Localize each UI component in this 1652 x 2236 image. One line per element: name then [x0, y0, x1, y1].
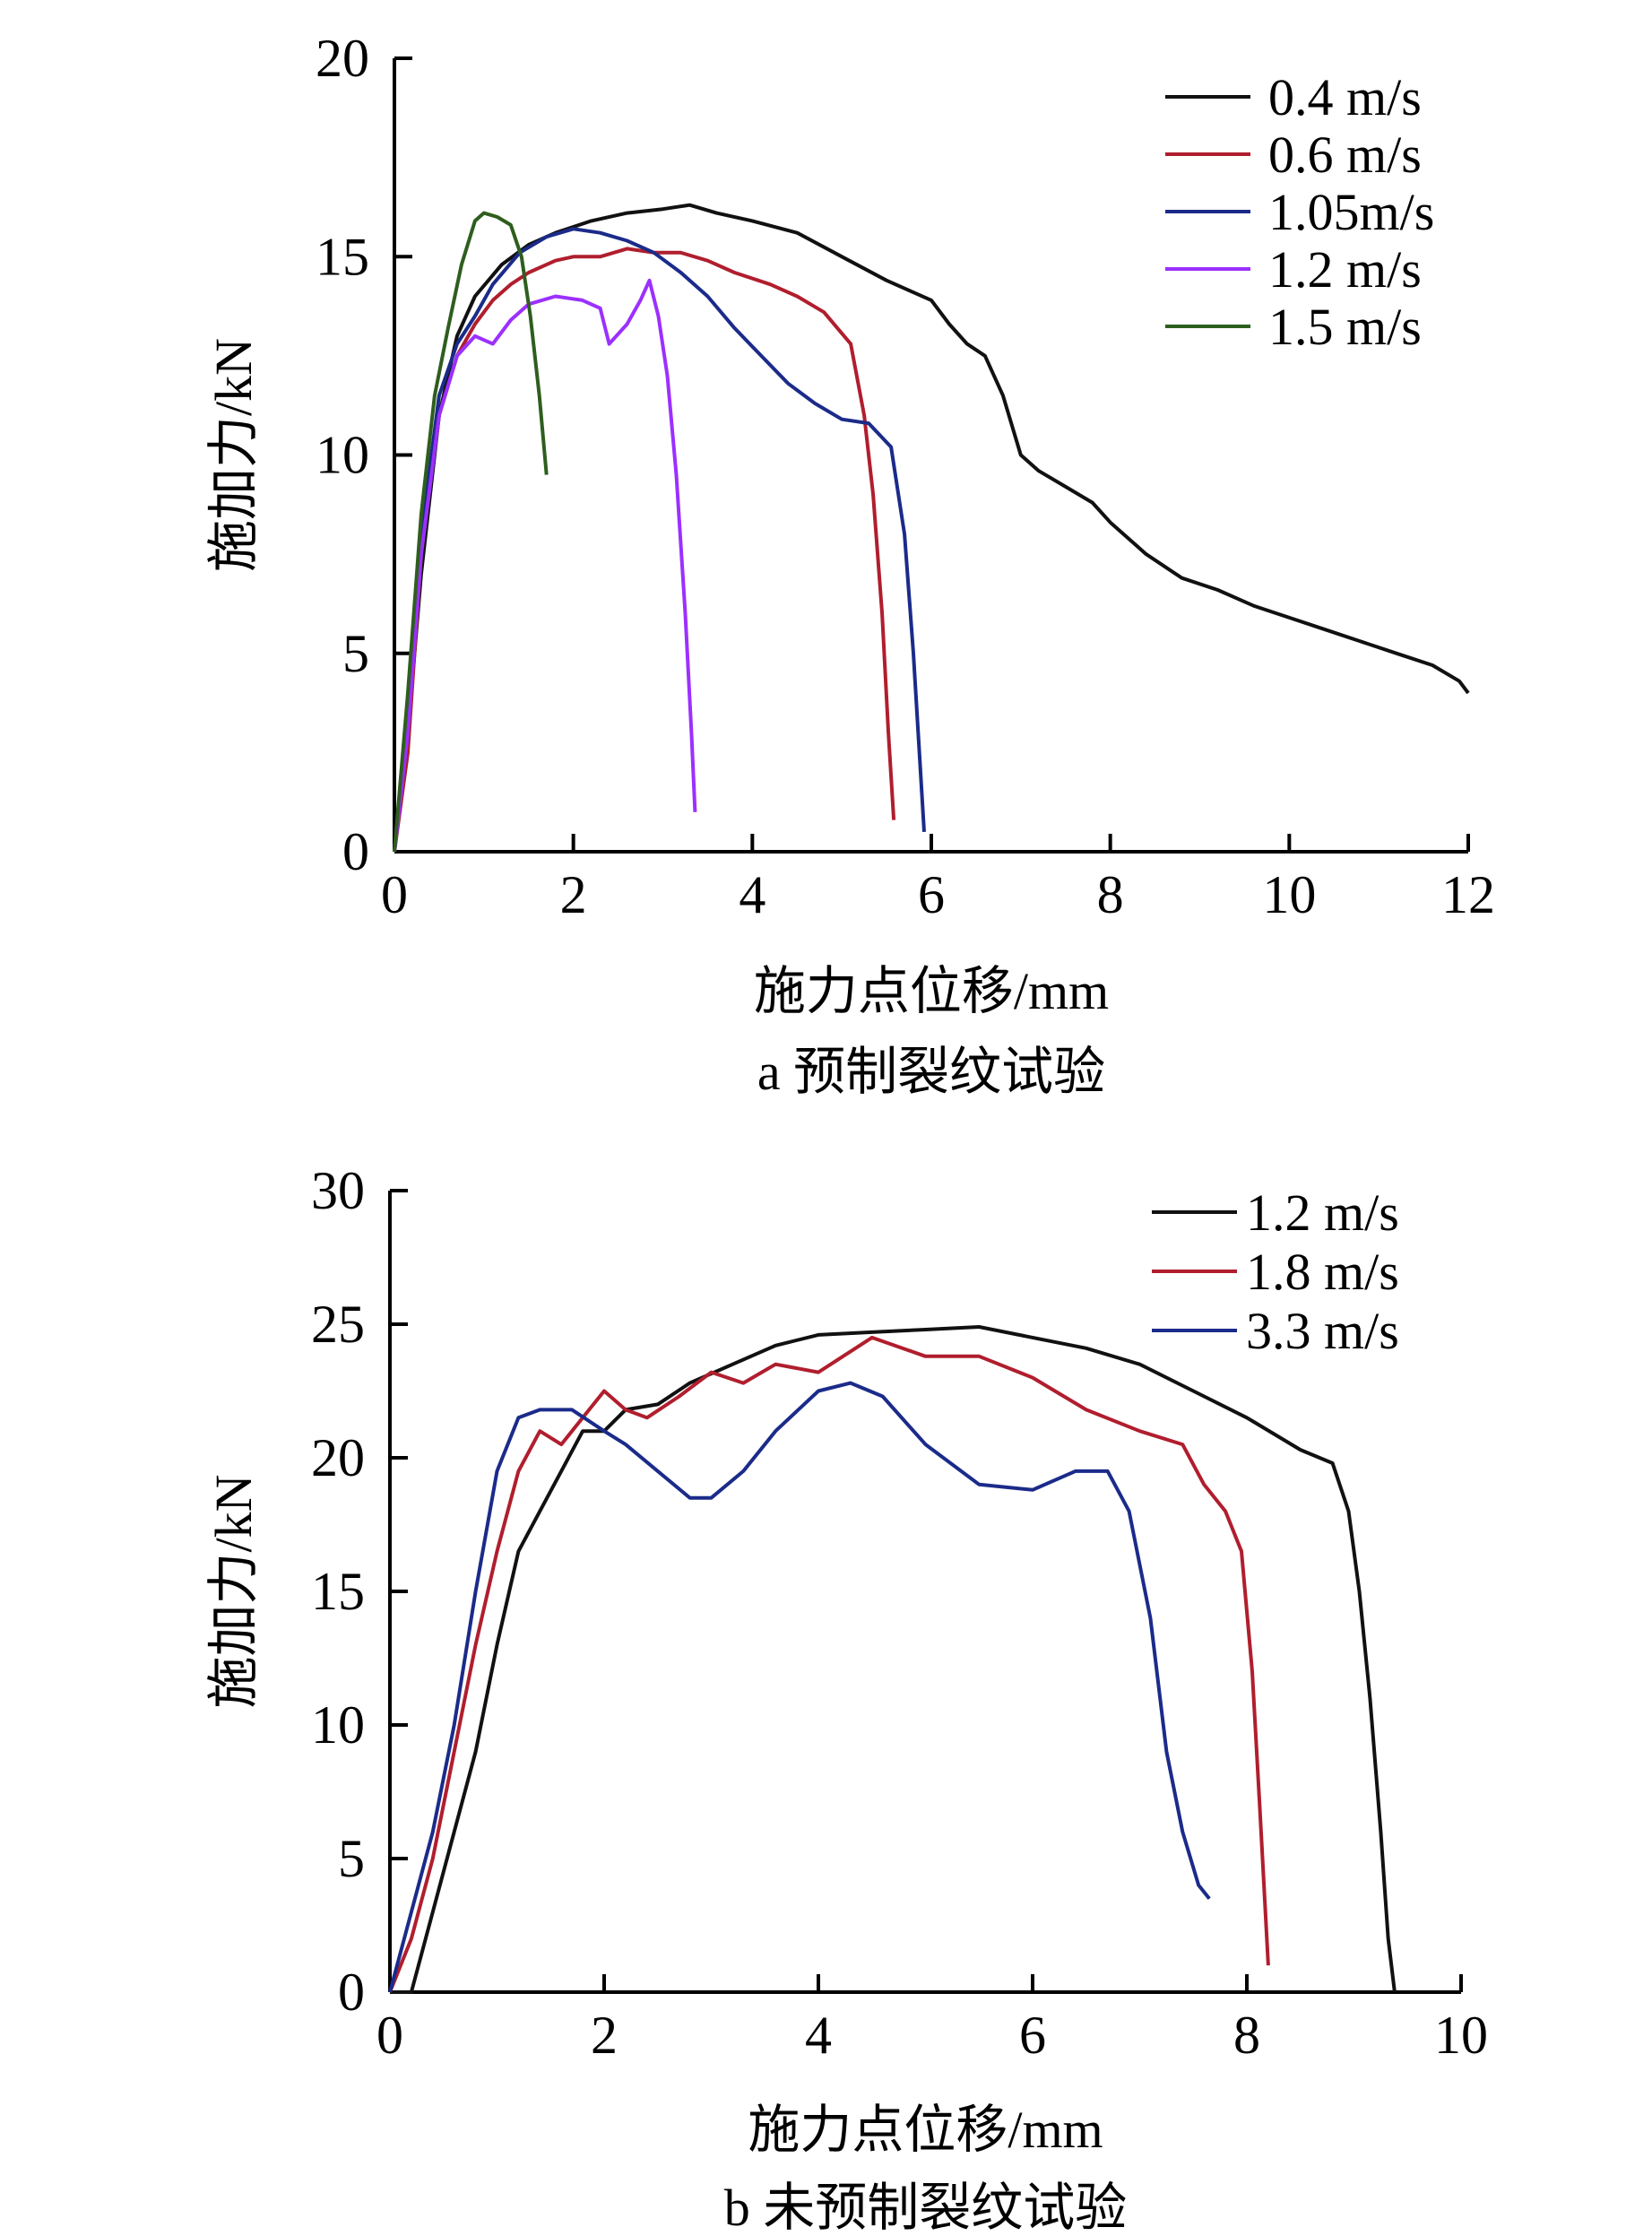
x-tick-label: 6 — [918, 865, 945, 924]
legend-label: 3.3 m/s — [1246, 1302, 1399, 1360]
figure-caption: b 未预制裂纹试验 — [724, 2179, 1128, 2236]
x-tick-label: 0 — [376, 2006, 403, 2065]
x-axis-title: 施力点位移/mm — [754, 962, 1109, 1020]
y-tick-label: 10 — [316, 426, 369, 485]
y-tick-label: 15 — [316, 227, 369, 286]
series-line — [388, 1335, 1270, 1993]
x-tick-label: 0 — [381, 865, 408, 924]
series-line — [393, 203, 1470, 853]
chart-b-no-prefabricated-crack: 0 2 4 6 8 10 0 5 10 15 20 25 30 施力点位移/mm 施加力/kN b 未预制裂纹… — [204, 1161, 1488, 2236]
y-tick-label: 5 — [342, 624, 369, 683]
x-axis-title: 施力点位移/mm — [748, 2101, 1103, 2159]
y-tick-label: 15 — [311, 1562, 365, 1621]
x-tick-label: 8 — [1097, 865, 1124, 924]
x-tick-label: 10 — [1434, 2006, 1488, 2065]
x-tick-label: 6 — [1019, 2006, 1046, 2065]
legend-label: 1.5 m/s — [1268, 298, 1422, 356]
x-tick-label: 2 — [560, 865, 587, 924]
y-axis-title: 施加力/kN — [204, 1474, 263, 1708]
x-tick-label: 2 — [591, 2006, 618, 2065]
series-line — [393, 278, 697, 853]
legend-label: 1.05m/s — [1268, 183, 1434, 241]
x-tick-label: 4 — [739, 865, 765, 924]
legend-label: 0.6 m/s — [1268, 126, 1422, 184]
legend-label: 1.2 m/s — [1246, 1183, 1399, 1242]
legend-label: 0.4 m/s — [1268, 68, 1422, 126]
y-tick-label: 25 — [311, 1295, 365, 1354]
series-line — [393, 227, 926, 853]
y-tick-label: 20 — [316, 29, 369, 88]
legend-label: 1.2 m/s — [1268, 240, 1422, 299]
y-tick-label: 0 — [338, 1963, 365, 2022]
figure-caption: a 预制裂纹试验 — [757, 1043, 1105, 1101]
series-line — [393, 211, 549, 853]
y-tick-label: 5 — [338, 1829, 365, 1888]
chart-a-prefabricated-crack: 0 2 4 6 8 10 12 0 5 10 15 20 施力点位移/mm 施加力/kN a 预制裂纹试验 0… — [204, 29, 1495, 1101]
x-tick-label: 8 — [1233, 2006, 1260, 2065]
x-tick-label: 4 — [805, 2006, 832, 2065]
y-tick-label: 10 — [311, 1695, 365, 1755]
legend-label: 1.8 m/s — [1246, 1243, 1399, 1301]
y-tick-label: 30 — [311, 1161, 365, 1220]
y-tick-label: 0 — [342, 822, 369, 881]
x-tick-label: 12 — [1441, 865, 1495, 924]
x-tick-label: 10 — [1262, 865, 1316, 924]
series-line — [388, 1381, 1211, 1993]
series-line — [393, 247, 896, 853]
y-tick-label: 20 — [311, 1428, 365, 1487]
series-line — [390, 1325, 1397, 1994]
y-axis-title: 施加力/kN — [204, 338, 263, 572]
